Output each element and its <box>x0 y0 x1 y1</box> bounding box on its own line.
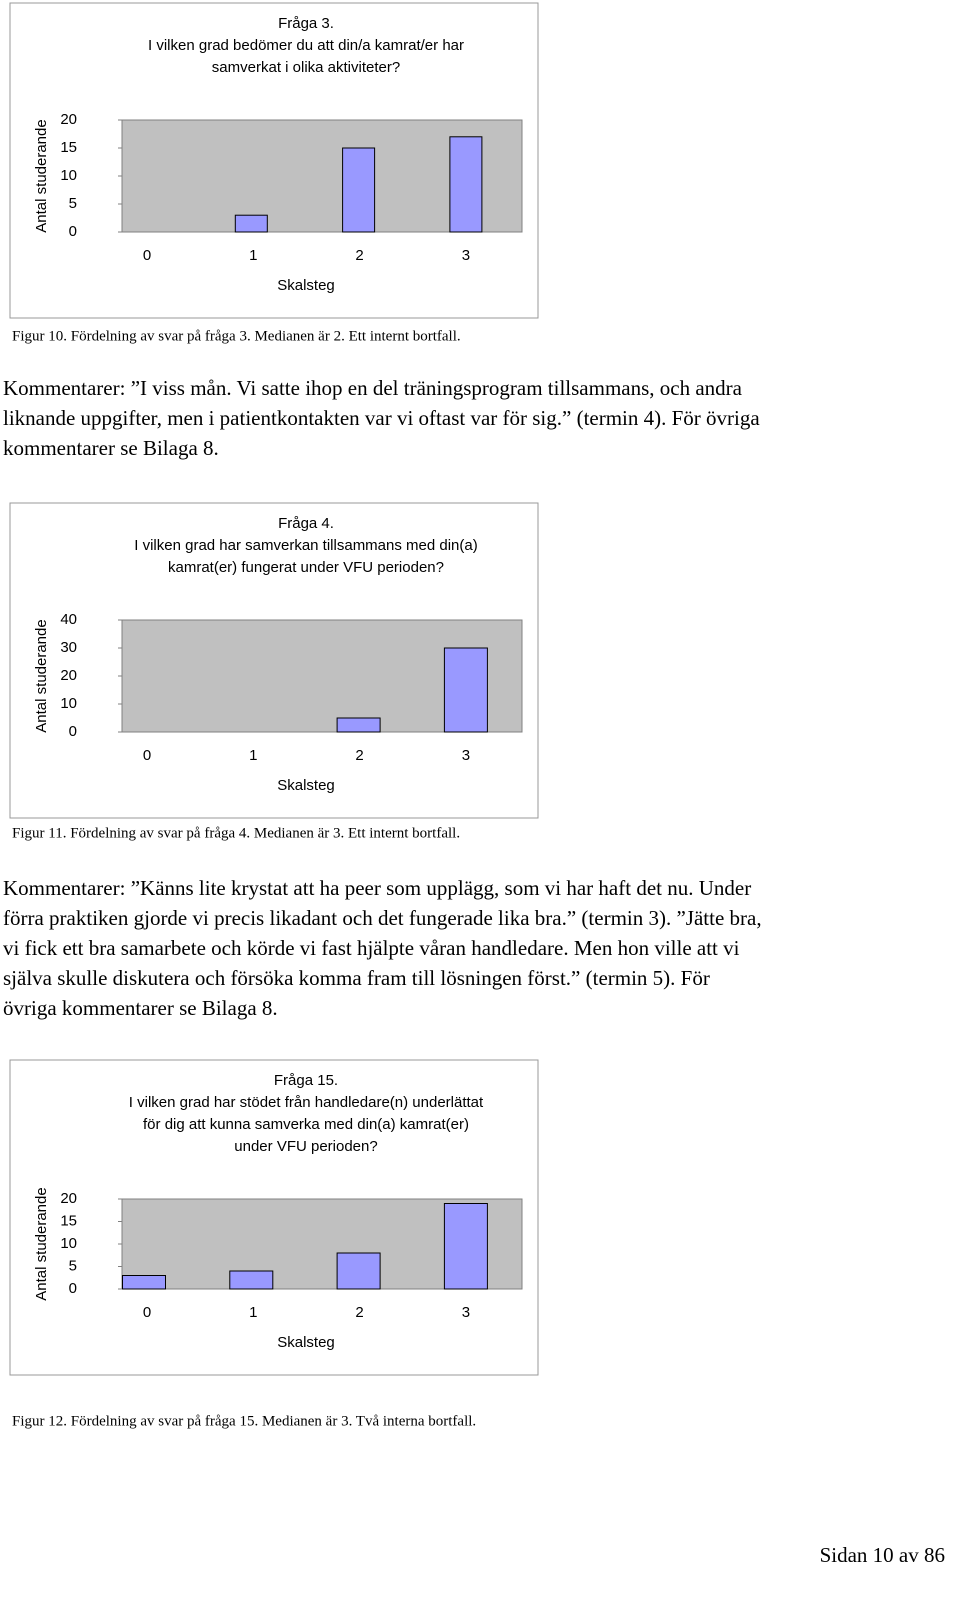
y-tick-label: 0 <box>69 723 77 740</box>
bar <box>443 647 488 733</box>
y-tick-label: 5 <box>69 1257 77 1274</box>
x-tick-label: 2 <box>355 747 363 764</box>
x-tick-label: 0 <box>143 1304 151 1321</box>
comment-line: liknande uppgifter, men i patientkontakt… <box>3 406 760 430</box>
chart-title: Fråga 15. <box>274 1072 338 1089</box>
comment-line: övriga kommentarer se Bilaga 8. <box>3 996 278 1020</box>
page-footer: Sidan 10 av 86 <box>820 1543 945 1567</box>
comment-line: Kommentarer: ”Känns lite krystat att ha … <box>3 876 751 900</box>
y-tick-label: 40 <box>60 611 77 628</box>
x-tick-label: 1 <box>249 747 257 764</box>
x-tick-label: 1 <box>249 247 257 264</box>
bar <box>336 717 381 733</box>
y-tick-label: 10 <box>60 695 77 712</box>
comment-line: vi fick ett bra samarbete och körde vi f… <box>3 936 740 960</box>
comment-line: själva skulle diskutera och försöka komm… <box>3 966 710 990</box>
y-tick-label: 15 <box>60 1212 77 1229</box>
y-tick-label: 0 <box>69 1280 77 1297</box>
figure-caption: Figur 10. Fördelning av svar på fråga 3.… <box>12 328 461 344</box>
bar <box>336 1252 381 1290</box>
bar <box>234 214 268 233</box>
chart-title: I vilken grad bedömer du att din/a kamra… <box>148 37 464 54</box>
figure-caption: Figur 12. Fördelning av svar på fråga 15… <box>12 1413 476 1429</box>
y-axis-label: Antal studerande <box>33 619 50 732</box>
x-tick-label: 3 <box>462 247 470 264</box>
x-axis-label: Skalsteg <box>277 777 335 794</box>
x-tick-label: 2 <box>355 1304 363 1321</box>
x-tick-label: 3 <box>462 1304 470 1321</box>
x-tick-label: 2 <box>355 247 363 264</box>
chart-title: I vilken grad har stödet från handledare… <box>129 1094 484 1111</box>
y-tick-label: 15 <box>60 139 77 156</box>
y-tick-label: 30 <box>60 639 77 656</box>
chart-title: för dig att kunna samverka med din(a) ka… <box>143 1116 469 1133</box>
x-axis-label: Skalsteg <box>277 1334 335 1351</box>
y-tick-label: 20 <box>60 667 77 684</box>
chart-title: I vilken grad har samverkan tillsammans … <box>134 537 477 554</box>
y-tick-label: 20 <box>60 1190 77 1207</box>
x-tick-label: 3 <box>462 747 470 764</box>
y-tick-label: 5 <box>69 195 77 212</box>
x-tick-label: 1 <box>249 1304 257 1321</box>
chart-title: under VFU perioden? <box>234 1138 377 1155</box>
y-axis-label: Antal studerande <box>33 1187 50 1300</box>
y-tick-label: 0 <box>69 223 77 240</box>
chart-title: Fråga 4. <box>278 515 334 532</box>
chart-title: kamrat(er) fungerat under VFU perioden? <box>168 559 444 576</box>
chart-title: samverkat i olika aktiviteter? <box>212 59 400 76</box>
comment-line: kommentarer se Bilaga 8. <box>3 436 219 460</box>
chart-title: Fråga 3. <box>278 15 334 32</box>
y-tick-label: 10 <box>60 167 77 184</box>
comment-line: Kommentarer: ”I viss mån. Vi satte ihop … <box>3 376 743 400</box>
bar <box>229 1270 274 1290</box>
bar <box>122 1275 166 1290</box>
x-tick-label: 0 <box>143 747 151 764</box>
x-tick-label: 0 <box>143 247 151 264</box>
figure-caption: Figur 11. Fördelning av svar på fråga 4.… <box>12 825 460 841</box>
y-axis-label: Antal studerande <box>33 119 50 232</box>
bar <box>342 147 376 233</box>
y-tick-label: 10 <box>60 1235 77 1252</box>
bar <box>449 136 483 233</box>
comment-line: förra praktiken gjorde vi precis likadan… <box>3 906 762 930</box>
x-axis-label: Skalsteg <box>277 277 335 294</box>
bar <box>443 1203 488 1290</box>
y-tick-label: 20 <box>60 111 77 128</box>
